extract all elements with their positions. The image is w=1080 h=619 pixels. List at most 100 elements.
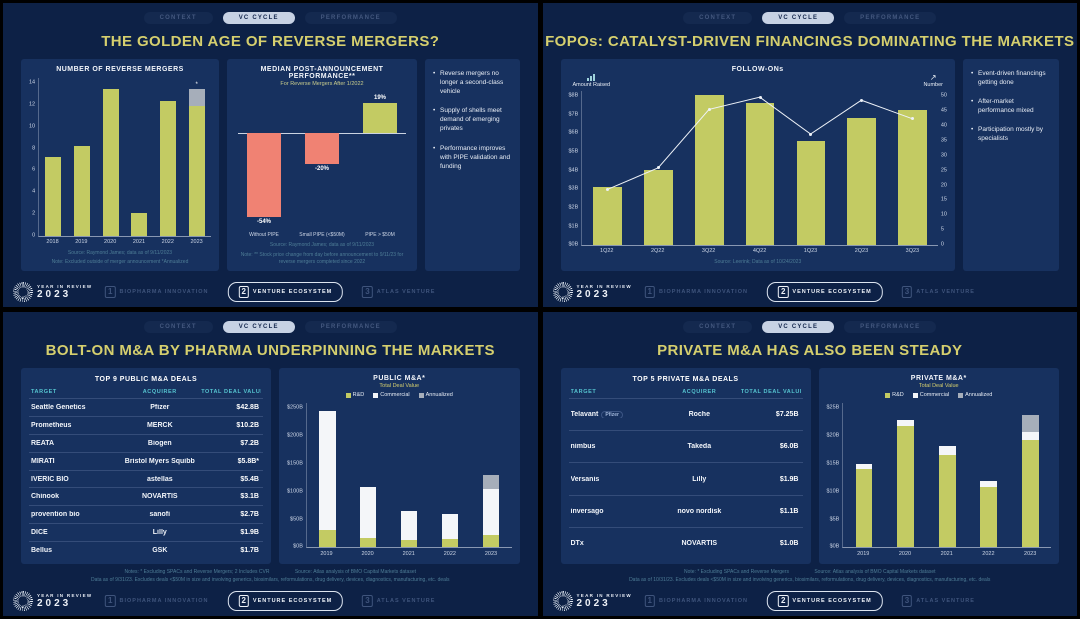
slide-reverse-mergers: CONTEXT VC CYCLE PERFORMANCE THE GOLDEN … [3,3,538,307]
chart-subtitle: Total Deal Value [379,383,420,389]
deal-row: inversago novo nordisk $1.1B [568,494,803,527]
tab-vc-cycle[interactable]: VC CYCLE [762,321,835,333]
deal-row: provention bio sanofi $2.7B [29,505,263,523]
bar [304,132,340,164]
top-private-deals-panel: TOP 5 PRIVATE M&A DEALS TARGET ACQUIRER TO… [560,368,811,564]
legend-label: Commercial [380,392,410,398]
bar-segment-annualized [482,475,500,490]
line-point [809,132,813,136]
bar-segment [847,117,876,245]
y-tick-label: $50B [290,516,303,523]
y-tick-label: $10B [826,488,840,495]
pager-biopharma-innovation[interactable]: 1 BIOPHARMA INNOVATION [634,591,759,611]
pager-atlas-venture[interactable]: 3 ATLAS VENTURE [351,282,446,302]
bar-segment [74,145,91,236]
y-tick-label: 2 [32,210,36,217]
plot-area: -54% -20% 19% [235,92,409,229]
target-logo: REATA [31,439,55,447]
bullet-item: Supply of shells meet demand of emerging… [433,106,512,133]
acquirer-logo: Takeda [687,443,712,451]
bullet-item: Event-driven financings getting done [971,69,1051,87]
pager-biopharma-innovation[interactable]: 1 BIOPHARMA INNOVATION [634,282,759,302]
bar [980,403,998,547]
y-tick-label: 40 [940,122,947,129]
bar-segment-rd [441,538,459,547]
y-tick-label: $250B [287,404,303,411]
legend-swatch [418,392,424,398]
key-takeaways-panel: Event-driven financings getting done Afte… [963,59,1059,271]
pager-atlas-venture[interactable]: 3 ATLAS VENTURE [891,591,986,611]
page-label: VENTURE ECOSYSTEM [792,289,872,295]
pager-atlas-venture[interactable]: 3 ATLAS VENTURE [351,591,446,611]
tab-vc-cycle[interactable]: VC CYCLE [222,321,295,333]
slide-footer: YEAR IN REVIEW 2023 1 BIOPHARMA INNOVATI… [543,586,1078,612]
tab-context[interactable]: CONTEXT [143,321,213,333]
pager-venture-ecosystem[interactable]: 2 VENTURE ECOSYSTEM [766,591,883,611]
y-tick-label: 25 [940,167,947,174]
bar-column [348,403,389,547]
x-tick-label: 1Q22 [600,248,614,255]
tab-context[interactable]: CONTEXT [143,12,213,24]
line-point [910,117,914,121]
notes-line: Notes: * Excluding SPACs and Reverse Mer… [23,569,518,577]
x-axis: 2019 2020 2021 2022 2023 [842,548,1051,559]
page-label: BIOPHARMA INNOVATION [119,598,209,604]
target-logo: DTx [570,539,584,547]
logo-text-block: YEAR IN REVIEW 2023 [577,284,632,300]
col-header-target: TARGET [31,389,57,395]
tab-context[interactable]: CONTEXT [683,321,753,333]
y-tick-label: $15B [826,460,840,467]
y-tick-label: 12 [29,101,36,108]
tab-performance[interactable]: PERFORMANCE [304,321,397,333]
acquirer-logo: Bristol Myers Squibb [124,457,195,465]
chart-source: Source: Raymond James; data as of 9/11/2… [67,249,173,256]
deal-value: $7.25B [775,411,799,419]
tab-context[interactable]: CONTEXT [683,12,753,24]
x-tick-label: 2023 [484,550,498,557]
public-deals-table: TARGET ACQUIRER TOTAL DEAL VALUE Seattle Ge… [29,386,263,559]
pager-venture-ecosystem[interactable]: 2 VENTURE ECOSYSTEM [227,591,344,611]
deal-row: nimbus Takeda $6.0B [568,430,803,462]
tab-performance[interactable]: PERFORMANCE [304,12,397,24]
tab-performance[interactable]: PERFORMANCE [844,12,937,24]
bar-segment [131,213,148,236]
page-label: BIOPHARMA INNOVATION [659,598,748,604]
table-header-row: TARGET ACQUIRER TOTAL DEAL VALUE [29,386,263,398]
y-tick-label: $20B [826,432,840,439]
slide-section-tabs: CONTEXT VC CYCLE PERFORMANCE [3,321,538,333]
target-logo: Telavant Pfizer [571,411,658,419]
bar-column [389,403,430,547]
chart-subtitle: Total Deal Value [918,383,959,389]
y-axis: 50 45 40 35 30 25 20 15 10 5 0 [938,91,947,247]
page-label: VENTURE ECOSYSTEM [252,289,333,295]
bar [246,132,282,217]
annualized-bar-segment [188,89,205,107]
bullet-list: Event-driven financings getting done Afte… [971,69,1051,144]
bar [441,403,459,547]
source-text: Source: Atlas analysis of BMO Capital Ma… [814,569,936,575]
section-pager: 1 BIOPHARMA INNOVATION 2 VENTURE ECOSYST… [634,282,986,302]
acquirer-logo: NOVARTIS [141,493,178,501]
deal-row: Bellus GSK $1.7B [29,541,263,559]
bar-column [633,91,684,245]
tab-vc-cycle[interactable]: VC CYCLE [762,12,835,24]
pager-venture-ecosystem[interactable]: 2 VENTURE ECOSYSTEM [227,282,344,302]
target-logo: nimbus [570,443,596,451]
bar-segment-commercial [360,486,377,539]
slide-content: TOP 9 PUBLIC M&A DEALS TARGET ACQUIRER TOT… [3,359,538,568]
y-tick-label: $0B [293,543,303,550]
y-tick-label: $2B [568,204,579,211]
deal-row: Prometheus MERCK $10.2B [29,415,263,434]
bar-column: -54% [235,92,293,229]
pager-venture-ecosystem[interactable]: 2 VENTURE ECOSYSTEM [766,282,883,302]
page-number: 3 [901,595,913,607]
reverse-merger-count-panel: NUMBER OF REVERSE MERGERS 14 12 10 8 6 4 2 0 * 20… [21,59,219,271]
tab-vc-cycle[interactable]: VC CYCLE [222,12,295,24]
sunburst-icon [13,282,33,302]
pager-atlas-venture[interactable]: 3 ATLAS VENTURE [891,282,986,302]
plot-area: * [38,78,211,237]
line-point [656,166,660,170]
tab-performance[interactable]: PERFORMANCE [844,321,937,333]
pager-biopharma-innovation[interactable]: 1 BIOPHARMA INNOVATION [94,282,219,302]
pager-biopharma-innovation[interactable]: 1 BIOPHARMA INNOVATION [94,591,219,611]
